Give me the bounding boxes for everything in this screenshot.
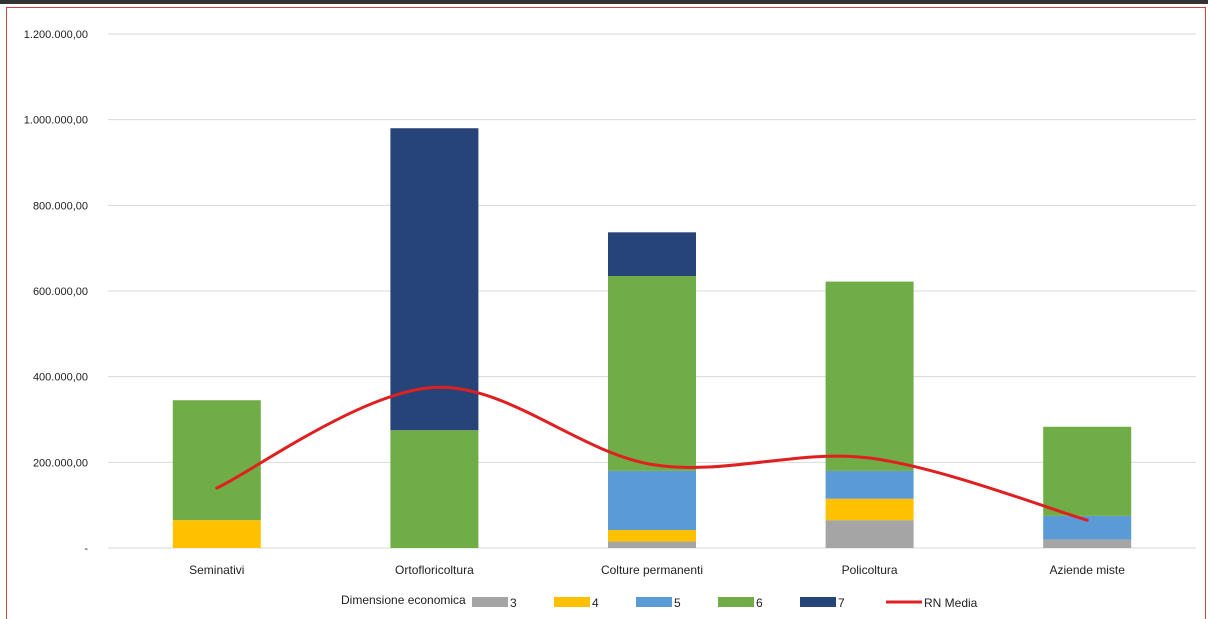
legend-swatch-7 bbox=[800, 597, 836, 607]
bar-segment-6 bbox=[390, 430, 479, 548]
bar-segment-7 bbox=[608, 232, 696, 277]
y-tick-label: 200.000,00 bbox=[33, 457, 88, 469]
x-category-label: Ortofloricoltura bbox=[395, 563, 474, 577]
bar-segment-3 bbox=[608, 541, 696, 548]
bar-segment-5 bbox=[608, 470, 696, 531]
x-category-label: Colture permanenti bbox=[601, 563, 703, 577]
legend-label-4: 4 bbox=[592, 596, 599, 610]
x-category-label: Policoltura bbox=[842, 563, 898, 577]
legend: Dimensione economica 3 4 5 6 7 RN Media bbox=[341, 593, 978, 610]
bar-segment-6 bbox=[825, 281, 914, 471]
y-axis-tick-labels: - 200.000,00 400.000,00 600.000,00 800.000,0… bbox=[24, 29, 89, 555]
bar-segment-7 bbox=[390, 128, 479, 431]
legend-swatch-5 bbox=[636, 597, 672, 607]
legend-swatch-4 bbox=[554, 597, 590, 607]
y-tick-label: 1.000.000,00 bbox=[24, 115, 88, 127]
bar-segment-3 bbox=[825, 520, 914, 548]
legend-swatch-6 bbox=[718, 597, 754, 607]
bars bbox=[172, 128, 1132, 548]
y-tick-label: 1.200.000,00 bbox=[24, 29, 88, 41]
legend-title: Dimensione economica bbox=[341, 593, 466, 607]
rn-media-line bbox=[215, 385, 1089, 522]
bar-segment-6 bbox=[172, 400, 261, 521]
legend-label-7: 7 bbox=[838, 596, 845, 610]
rn-media-line-group bbox=[215, 385, 1089, 522]
top-rule bbox=[0, 0, 1208, 4]
bar-segment-6 bbox=[608, 276, 696, 471]
legend-label-6: 6 bbox=[756, 596, 763, 610]
legend-label-rn-media: RN Media bbox=[924, 596, 978, 610]
bar-segment-4 bbox=[825, 498, 914, 521]
bar-segment-6 bbox=[1043, 426, 1132, 516]
x-axis-category-labels: Seminativi Ortofloricoltura Colture perman… bbox=[189, 563, 1125, 577]
x-category-label: Aziende miste bbox=[1050, 563, 1126, 577]
bar-segment-5 bbox=[1043, 515, 1132, 540]
y-tick-label: 600.000,00 bbox=[33, 286, 88, 298]
bar-segment-4 bbox=[608, 530, 696, 542]
bar-segment-5 bbox=[825, 470, 914, 499]
gridlines bbox=[108, 33, 1196, 549]
legend-swatch-3 bbox=[472, 597, 508, 607]
legend-label-3: 3 bbox=[510, 596, 517, 610]
y-tick-label: - bbox=[84, 543, 88, 555]
legend-label-5: 5 bbox=[674, 596, 681, 610]
chart-frame bbox=[6, 7, 1206, 619]
y-tick-label: 400.000,00 bbox=[33, 372, 88, 384]
y-tick-label: 800.000,00 bbox=[33, 200, 88, 212]
bar-segment-4 bbox=[172, 520, 261, 548]
bar-segment-3 bbox=[1043, 539, 1132, 548]
x-category-label: Seminativi bbox=[189, 563, 244, 577]
